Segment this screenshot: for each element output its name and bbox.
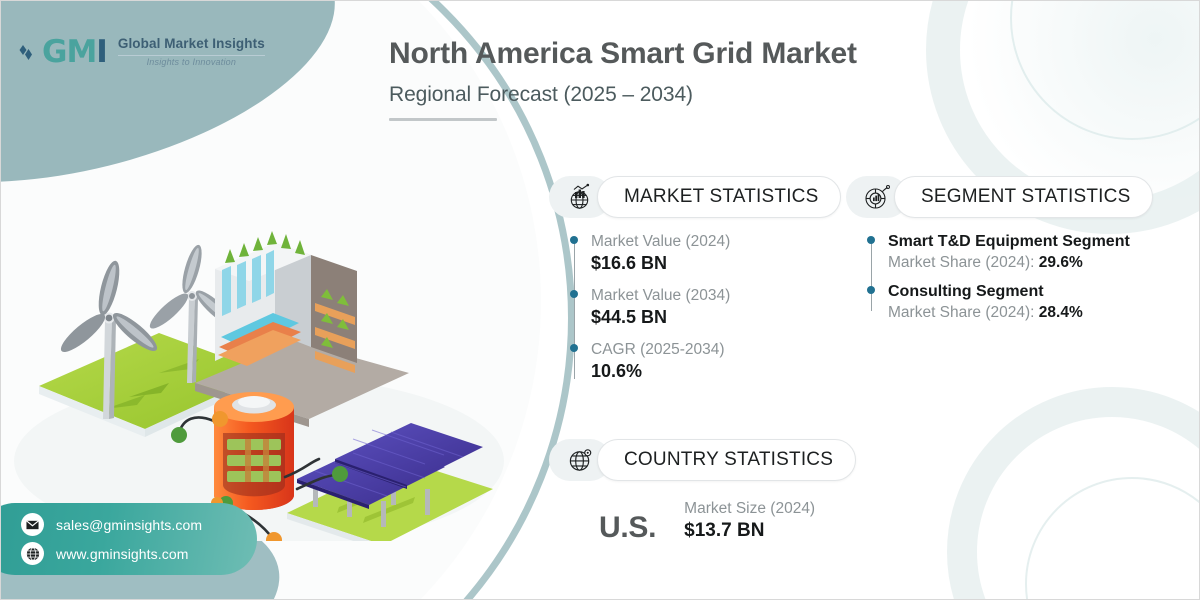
country-metric-value: $13.7 BN bbox=[684, 520, 765, 542]
segment-statistics-items: Smart T&D Equipment Segment Market Share… bbox=[846, 232, 1153, 323]
bullet-dot bbox=[867, 236, 875, 244]
country-statistics-header: COUNTRY STATISTICS bbox=[549, 439, 857, 481]
market-statistics-header: MARKET STATISTICS bbox=[549, 176, 842, 218]
segment-statistics-header: SEGMENT STATISTICS bbox=[846, 176, 1154, 218]
country-statistics-title: COUNTRY STATISTICS bbox=[624, 449, 834, 470]
bullet-dot bbox=[867, 286, 875, 295]
country-statistics-title-pill: COUNTRY STATISTICS bbox=[597, 439, 857, 481]
country-name: U.S. bbox=[599, 510, 657, 544]
list-item: CAGR (2025-2034) 10.6% bbox=[570, 340, 841, 383]
bullet-dot bbox=[570, 289, 578, 298]
market-statistics-panel: MARKET STATISTICS Market Value (2024) $1… bbox=[549, 176, 842, 394]
segment-share-row: Market Share (2024): 28.4% bbox=[888, 303, 1153, 322]
market-item-value: $16.6 BN bbox=[591, 253, 668, 274]
page-title: North America Smart Grid Market bbox=[389, 37, 857, 70]
gmi-logo[interactable]: GMI Global Market Insights Insights to I… bbox=[19, 34, 265, 70]
title-underline bbox=[389, 117, 497, 121]
title-block: North America Smart Grid Market Regional… bbox=[389, 37, 857, 121]
country-statistics-row: U.S. Market Size (2024) $13.7 BN bbox=[549, 499, 856, 543]
market-statistics-title-pill: MARKET STATISTICS bbox=[597, 176, 842, 218]
market-statistics-items: Market Value (2024) $16.6 BN Market Valu… bbox=[549, 232, 841, 383]
company-name: Global Market Insights bbox=[117, 36, 265, 52]
page-subtitle: Regional Forecast (2025 – 2034) bbox=[389, 82, 693, 106]
logo-divider bbox=[117, 54, 265, 56]
bullet-dot bbox=[570, 343, 578, 352]
smart-grid-isometric-illustration bbox=[9, 151, 509, 599]
segment-share-label: Market Share (2024): bbox=[888, 304, 1035, 322]
market-item-value: 10.6% bbox=[591, 361, 643, 382]
segment-statistics-panel: SEGMENT STATISTICS Smart T&D Equipment S… bbox=[846, 176, 1154, 333]
segment-statistics-title-pill: SEGMENT STATISTICS bbox=[894, 176, 1154, 218]
market-item-label: Market Value (2024) bbox=[591, 233, 731, 250]
bullet-dot bbox=[570, 236, 578, 244]
segment-rail bbox=[871, 239, 872, 311]
globe-icon bbox=[21, 542, 44, 565]
list-item: Consulting Segment Market Share (2024): … bbox=[867, 282, 1153, 322]
logo-wordmark: GMI bbox=[42, 34, 108, 70]
segment-name: Consulting Segment bbox=[888, 283, 1044, 301]
segment-share-value: 28.4% bbox=[1038, 304, 1083, 322]
market-item-label: Market Value (2034) bbox=[591, 286, 731, 304]
segment-share-value: 29.6% bbox=[1038, 254, 1083, 271]
market-item-value: $44.5 BN bbox=[591, 307, 668, 328]
logo-gm-text: GM bbox=[42, 34, 97, 70]
background-ring-bottom-right-outer bbox=[947, 387, 1199, 599]
logo-text-block: Global Market Insights Insights to Innov… bbox=[114, 36, 265, 68]
website-text: www.gminsights.com bbox=[56, 545, 189, 562]
list-item: Market Value (2024) $16.6 BN bbox=[570, 232, 841, 275]
segment-statistics-title: SEGMENT STATISTICS bbox=[921, 186, 1131, 207]
website-row[interactable]: www.gminsights.com bbox=[21, 542, 257, 565]
segment-share-label: Market Share (2024): bbox=[888, 254, 1035, 271]
email-row[interactable]: sales@gminsights.com bbox=[21, 513, 257, 536]
market-item-label: CAGR (2025-2034) bbox=[591, 340, 725, 358]
segment-share-row: Market Share (2024): 29.6% bbox=[888, 253, 1153, 272]
market-rail bbox=[574, 239, 575, 379]
envelope-icon bbox=[21, 513, 44, 536]
segment-name: Smart T&D Equipment Segment bbox=[888, 233, 1130, 250]
country-statistics-panel: COUNTRY STATISTICS U.S. Market Size (202… bbox=[549, 439, 857, 543]
market-statistics-title: MARKET STATISTICS bbox=[624, 186, 819, 207]
background-ring-bottom-right-inner bbox=[1025, 477, 1199, 599]
background-ring-top-right-inner bbox=[1010, 1, 1199, 140]
country-metric: Market Size (2024) $13.7 BN bbox=[684, 499, 815, 543]
diamond-icon bbox=[19, 40, 34, 66]
list-item: Market Value (2034) $44.5 BN bbox=[570, 286, 841, 329]
list-item: Smart T&D Equipment Segment Market Share… bbox=[867, 232, 1153, 272]
logo-i-text: I bbox=[96, 34, 108, 70]
company-tagline: Insights to Innovation bbox=[146, 56, 237, 67]
contact-badge: sales@gminsights.com www.gminsights.com bbox=[1, 503, 257, 575]
country-metric-label: Market Size (2024) bbox=[684, 500, 816, 517]
email-text: sales@gminsights.com bbox=[56, 516, 203, 533]
